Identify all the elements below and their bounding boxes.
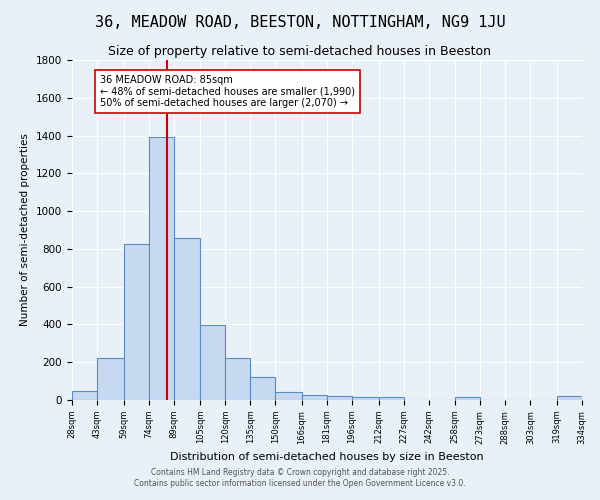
Y-axis label: Number of semi-detached properties: Number of semi-detached properties: [20, 134, 31, 326]
Bar: [302, 396, 327, 400]
Bar: [149, 138, 173, 400]
Bar: [379, 397, 404, 400]
Text: 36 MEADOW ROAD: 85sqm
← 48% of semi-detached houses are smaller (1,990)
50% of s: 36 MEADOW ROAD: 85sqm ← 48% of semi-deta…: [100, 75, 355, 108]
Bar: [455, 397, 481, 400]
Bar: [124, 244, 149, 400]
Bar: [352, 397, 379, 400]
Bar: [250, 378, 275, 400]
Bar: [557, 396, 582, 400]
Text: 36, MEADOW ROAD, BEESTON, NOTTINGHAM, NG9 1JU: 36, MEADOW ROAD, BEESTON, NOTTINGHAM, NG…: [95, 15, 505, 30]
Bar: [275, 392, 302, 400]
Bar: [226, 358, 250, 400]
Text: Contains HM Land Registry data © Crown copyright and database right 2025.
Contai: Contains HM Land Registry data © Crown c…: [134, 468, 466, 487]
X-axis label: Distribution of semi-detached houses by size in Beeston: Distribution of semi-detached houses by …: [170, 452, 484, 462]
Text: Size of property relative to semi-detached houses in Beeston: Size of property relative to semi-detach…: [109, 45, 491, 58]
Bar: [72, 390, 97, 400]
Bar: [200, 326, 226, 400]
Bar: [327, 396, 352, 400]
Bar: [173, 238, 200, 400]
Bar: [97, 358, 124, 400]
